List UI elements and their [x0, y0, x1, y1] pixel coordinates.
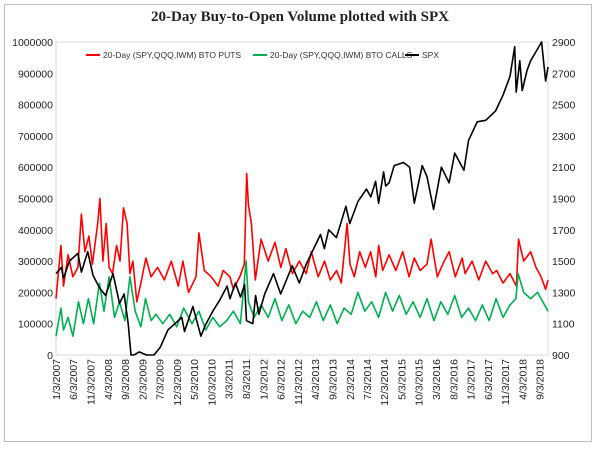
series-line-bto-calls — [55, 260, 549, 337]
left-axis: 0 100000 200000 300000 400000 500000 600000 700… — [12, 37, 53, 362]
legend-label-spx: SPX — [422, 50, 439, 60]
right-tick-label: 1900 — [552, 194, 576, 206]
left-tick-label: 200000 — [18, 287, 53, 299]
left-tick-label: 0 — [47, 350, 53, 362]
series-line-spx — [55, 41, 549, 356]
legend-label-bto-calls: 20-Day (SPY,QQQ,IWM) BTO CALLS — [270, 50, 413, 60]
x-tick-label: 7/3/2009 — [155, 359, 167, 400]
x-tick-label: 11/3/2007 — [86, 359, 98, 405]
x-tick-label: 5/3/2015 — [396, 359, 408, 400]
plot-area — [55, 41, 549, 356]
x-tick-label: 11/3/2017 — [500, 359, 512, 405]
x-tick-label: 7/3/2014 — [362, 359, 374, 400]
x-tick-label: 10/3/2015 — [414, 359, 426, 406]
right-tick-label: 2100 — [552, 162, 576, 174]
right-tick-label: 1100 — [552, 319, 575, 331]
left-tick-label: 100000 — [18, 319, 53, 331]
right-tick-label: 1700 — [552, 225, 576, 237]
left-tick-label: 500000 — [18, 194, 53, 206]
x-tick-label: 5/3/2010 — [189, 359, 201, 400]
x-tick-label: 1/3/2012 — [258, 359, 270, 400]
series-line-bto-puts — [55, 172, 549, 303]
right-tick-label: 2500 — [552, 100, 576, 112]
x-tick-label: 4/3/2008 — [103, 359, 115, 400]
x-tick-label: 6/3/2012 — [276, 359, 288, 400]
right-tick-label: 1500 — [552, 256, 576, 268]
left-tick-label: 700000 — [18, 131, 53, 143]
right-tick-label: 2700 — [552, 68, 576, 80]
x-tick-label: 8/3/2016 — [448, 359, 460, 400]
left-tick-label: 1000000 — [12, 37, 53, 49]
x-tick-label: 4/3/2013 — [310, 359, 322, 400]
x-tick-label: 3/3/2011 — [224, 359, 236, 399]
right-tick-label: 2300 — [552, 131, 576, 143]
x-tick-label: 9/3/2013 — [327, 359, 339, 400]
x-tick-label: 4/3/2018 — [517, 359, 529, 400]
x-tick-label: 1/3/2017 — [466, 359, 478, 400]
x-tick-label: 9/3/2008 — [120, 359, 132, 400]
chart-title: 20-Day Buy-to-Open Volume plotted with S… — [151, 9, 449, 25]
left-tick-label: 400000 — [18, 225, 53, 237]
left-tick-label: 900000 — [18, 68, 53, 80]
x-tick-label: 6/3/2007 — [68, 359, 80, 400]
x-tick-label: 6/3/2017 — [483, 359, 495, 400]
left-tick-label: 300000 — [18, 256, 53, 268]
x-axis: 1/3/2007 6/3/2007 11/3/2007 4/3/2008 9/3/200… — [51, 359, 547, 406]
x-tick-label: 12/3/2009 — [172, 359, 184, 406]
x-tick-label: 8/3/2011 — [241, 359, 253, 399]
x-tick-label: 3/3/2016 — [431, 359, 443, 400]
right-tick-label: 900 — [552, 350, 570, 362]
x-tick-label: 12/3/2014 — [379, 359, 391, 406]
left-tick-label: 600000 — [18, 162, 53, 174]
legend-label-bto-puts: 20-Day (SPY,QQQ,IWM) BTO PUTS — [103, 50, 241, 60]
x-tick-label: 2/3/2014 — [345, 359, 357, 400]
x-tick-label: 11/3/2012 — [293, 359, 305, 405]
right-axis: 900 1100 1300 1500 1700 1900 2100 2300 2500 2700 2… — [552, 37, 576, 362]
x-tick-label: 1/3/2007 — [51, 359, 63, 400]
right-tick-label: 1300 — [552, 287, 576, 299]
right-tick-label: 2900 — [552, 37, 576, 49]
legend: 20-Day (SPY,QQQ,IWM) BTO PUTS 20-Day (SPY… — [86, 50, 439, 60]
series-layer — [55, 41, 549, 356]
x-tick-label: 9/3/2018 — [535, 359, 547, 400]
left-tick-label: 800000 — [18, 100, 53, 112]
x-tick-label: 2/3/2009 — [138, 359, 150, 400]
x-tick-label: 10/3/2010 — [206, 359, 218, 406]
